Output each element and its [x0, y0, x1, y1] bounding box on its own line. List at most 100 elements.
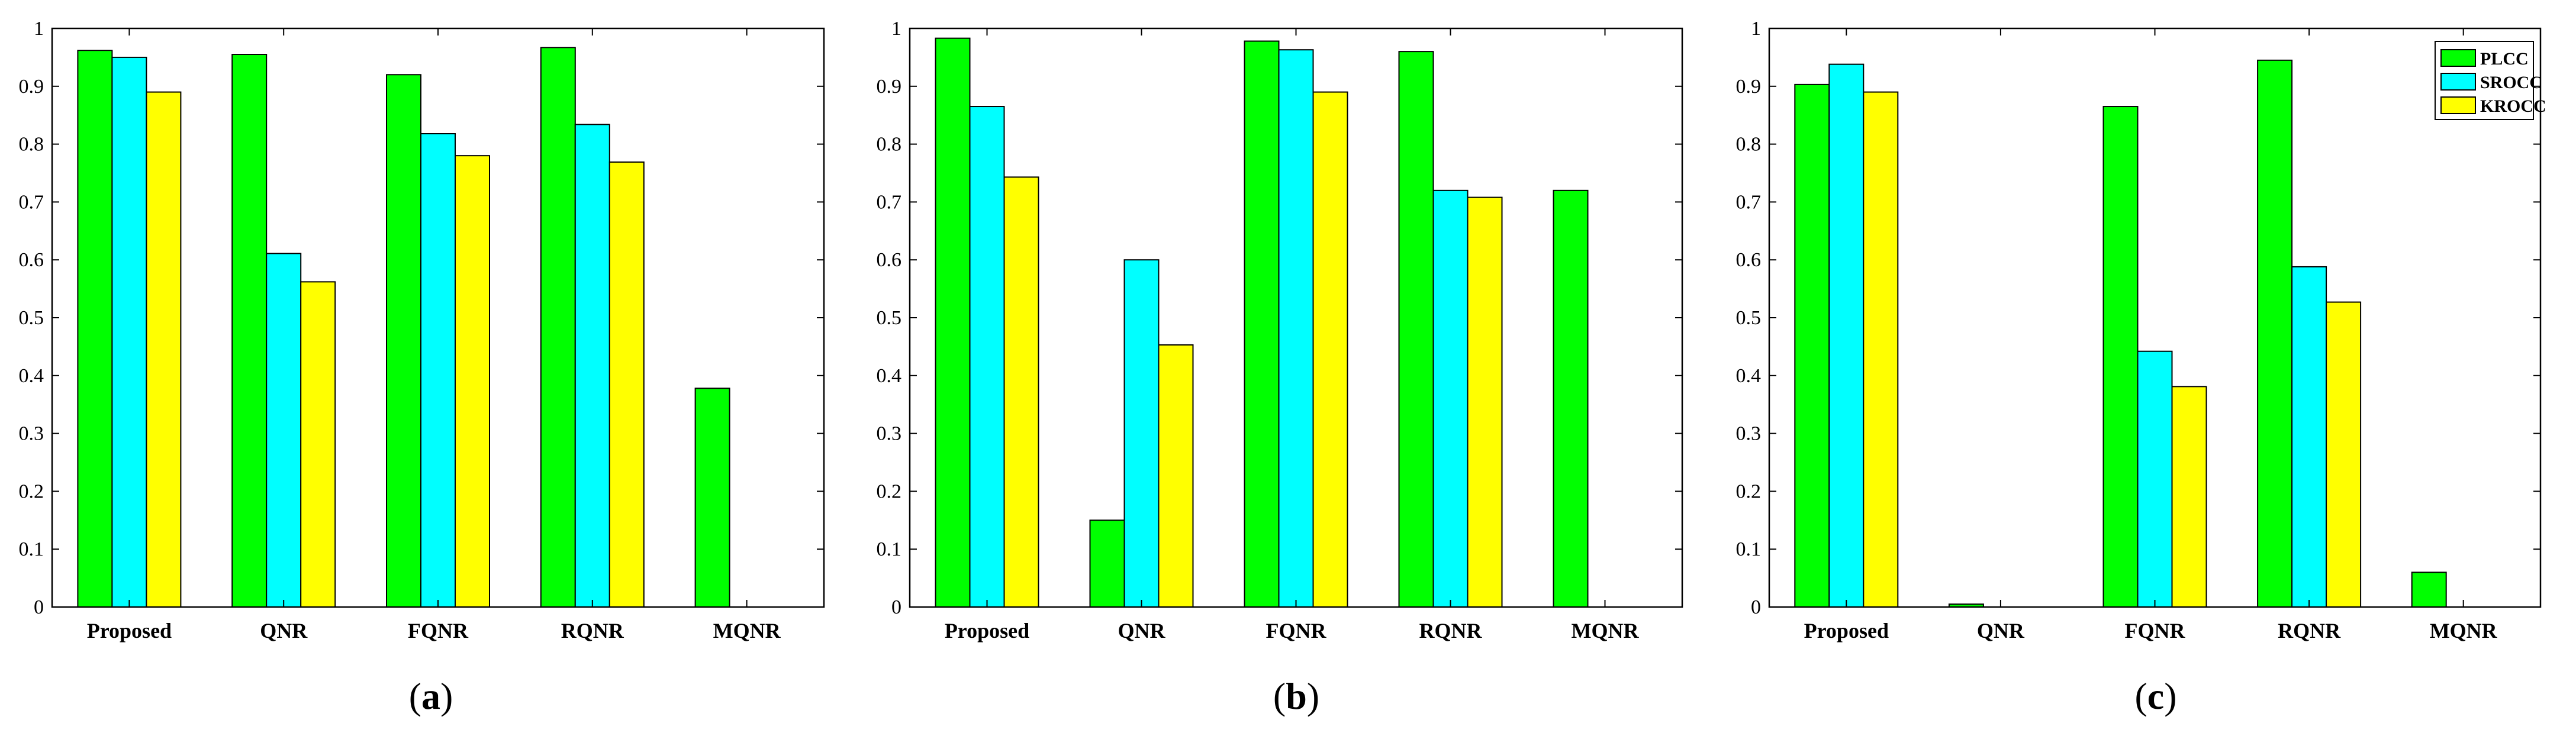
bar-srocc-fqnr	[1278, 49, 1314, 608]
legend-label-plcc: PLCC	[2480, 49, 2529, 69]
y-tick-label: 0.9	[1736, 76, 1762, 98]
bar-plcc-rqnr	[1398, 51, 1434, 608]
bar-srocc-proposed	[969, 106, 1005, 608]
y-tick-label: 0.9	[877, 76, 902, 98]
y-tick-label: 0	[34, 596, 44, 618]
y-tick-label: 0.5	[1736, 307, 1762, 329]
y-tick-label: 0.1	[1736, 538, 1762, 560]
y-tick-label: 0.4	[1736, 365, 1762, 387]
bar-srocc-rqnr	[1432, 189, 1469, 608]
bar-krocc-fqnr	[2171, 386, 2207, 608]
y-tick-label: 0.1	[877, 538, 902, 560]
legend-swatch-plcc	[2440, 49, 2476, 67]
y-tick-label: 0.4	[877, 365, 902, 387]
bar-srocc-proposed	[1828, 63, 1865, 608]
x-tick-label: MQNR	[2430, 619, 2498, 643]
bar-srocc-fqnr	[420, 133, 456, 608]
x-tick-label: QNR	[1977, 619, 2025, 643]
x-tick-label: QNR	[260, 619, 308, 643]
y-tick-label: 0.6	[877, 249, 902, 271]
legend: PLCC SROCC KROCC	[2435, 41, 2546, 120]
y-tick-label: 0.8	[877, 134, 902, 156]
y-tick-label: 0.8	[19, 134, 44, 156]
x-tick-label: RQNR	[2278, 619, 2341, 643]
bar-krocc-rqnr	[608, 161, 645, 608]
panel-label: (c)	[2134, 675, 2176, 717]
bar-plcc-mqnr	[1553, 189, 1589, 608]
bar-krocc-rqnr	[1467, 196, 1503, 608]
bar-srocc-rqnr	[2291, 266, 2327, 608]
y-tick-label: 0.4	[19, 365, 44, 387]
x-tick-label: Proposed	[1804, 619, 1889, 643]
x-tick-label: QNR	[1118, 619, 1166, 643]
bar-plcc-qnr	[1089, 519, 1125, 608]
x-tick-label: MQNR	[1572, 619, 1640, 643]
y-tick-label: 0.6	[19, 249, 44, 271]
legend-label-krocc: KROCC	[2480, 96, 2546, 116]
x-tick-label: Proposed	[87, 619, 172, 643]
y-tick-label: 0.3	[1736, 423, 1762, 445]
x-tick-label: FQNR	[2125, 619, 2186, 643]
chart-panel-1: Proposed QNR FQNR RQNR MQNR 0 0.1 0.2 0.3 0.4 0.5 0…	[19, 18, 825, 717]
axes-box	[909, 27, 1683, 608]
bar-krocc-fqnr	[1312, 91, 1348, 608]
y-tick-label: 1	[891, 18, 901, 40]
bar-srocc-qnr	[266, 253, 302, 608]
bar-srocc-fqnr	[2137, 350, 2173, 608]
y-tick-label: 0	[891, 596, 901, 618]
panel-label: (b)	[1273, 675, 1319, 717]
x-tick-label: RQNR	[561, 619, 624, 643]
y-tick-label: 0.2	[1736, 480, 1762, 502]
bar-krocc-qnr	[300, 281, 336, 608]
y-tick-label: 0.3	[877, 423, 902, 445]
bar-krocc-proposed	[1003, 176, 1039, 608]
bar-krocc-fqnr	[455, 155, 490, 608]
chart-panel-2: Proposed QNR FQNR RQNR MQNR 0 0.1 0.2 0.3 0.4 0.5 0…	[877, 18, 1683, 717]
bar-plcc-proposed	[935, 37, 971, 608]
bar-krocc-rqnr	[2326, 301, 2362, 608]
x-tick-label: FQNR	[408, 619, 469, 643]
legend-swatch-krocc	[2440, 96, 2476, 114]
x-tick-label: Proposed	[945, 619, 1029, 643]
y-tick-label: 0.5	[877, 307, 902, 329]
bar-plcc-proposed	[77, 50, 113, 608]
x-tick-label: FQNR	[1266, 619, 1327, 643]
y-tick-label: 0.3	[19, 423, 44, 445]
panel-label: (a)	[409, 675, 453, 717]
bar-srocc-qnr	[1123, 259, 1160, 608]
x-tick-label: RQNR	[1419, 619, 1483, 643]
y-tick-label: 0.2	[19, 480, 44, 502]
bar-plcc-fqnr	[1244, 40, 1280, 608]
bar-krocc-proposed	[1863, 91, 1899, 608]
chart-panel-3: Proposed QNR FQNR RQNR MQNR 0 0.1 0.2 0.3 0.4 0.5 0…	[1736, 18, 2546, 717]
y-tick-label: 1	[1751, 18, 1761, 40]
y-tick-label: 0	[1751, 596, 1761, 618]
bar-plcc-rqnr	[540, 47, 576, 608]
bar-plcc-fqnr	[2102, 106, 2139, 608]
axes-box	[51, 27, 825, 608]
x-tick-label: MQNR	[713, 619, 781, 643]
y-tick-label: 0.1	[19, 538, 44, 560]
y-tick-label: 0.7	[877, 191, 902, 213]
bar-plcc-rqnr	[2257, 59, 2293, 608]
y-tick-label: 1	[34, 18, 44, 40]
y-tick-label: 0.7	[1736, 191, 1762, 213]
legend-label-srocc: SROCC	[2480, 73, 2542, 92]
axes-box	[1768, 27, 2542, 608]
bar-plcc-qnr	[231, 54, 268, 608]
bar-plcc-mqnr	[694, 388, 730, 608]
bar-plcc-proposed	[1794, 83, 1830, 608]
bar-krocc-qnr	[1158, 344, 1194, 608]
y-tick-label: 0.8	[1736, 134, 1762, 156]
y-tick-label: 0.6	[1736, 249, 1762, 271]
y-tick-label: 0.7	[19, 191, 44, 213]
bar-plcc-mqnr	[2411, 572, 2447, 608]
bar-srocc-rqnr	[574, 124, 610, 608]
y-tick-label: 0.5	[19, 307, 44, 329]
y-tick-label: 0.2	[877, 480, 902, 502]
legend-swatch-srocc	[2440, 73, 2476, 91]
bar-krocc-proposed	[146, 91, 182, 608]
bar-srocc-proposed	[111, 56, 147, 608]
bar-plcc-fqnr	[386, 74, 421, 608]
